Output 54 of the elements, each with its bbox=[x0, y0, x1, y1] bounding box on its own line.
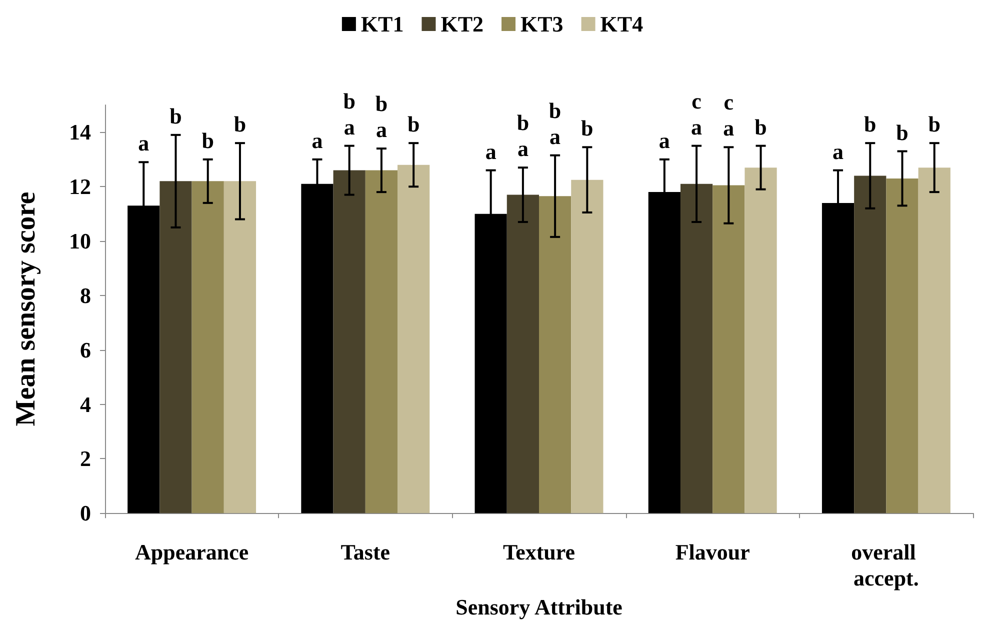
data-label: a bbox=[312, 128, 323, 153]
data-label: b bbox=[896, 120, 908, 145]
data-label: a bbox=[658, 128, 670, 153]
data-label: c a bbox=[691, 88, 702, 140]
data-label: a bbox=[485, 138, 496, 164]
bar bbox=[571, 180, 604, 514]
bar bbox=[744, 168, 777, 514]
y-tick-label: 8 bbox=[80, 282, 91, 308]
y-tick-label: 14 bbox=[69, 120, 91, 145]
data-label: a bbox=[832, 138, 844, 164]
bar bbox=[712, 185, 745, 514]
x-tick-label: Taste bbox=[340, 540, 390, 565]
bar bbox=[539, 196, 572, 514]
bar bbox=[680, 184, 713, 514]
x-tick-label: Appearance bbox=[134, 540, 249, 565]
data-label: b a bbox=[343, 88, 356, 140]
bar bbox=[918, 168, 950, 514]
y-tick-label: 4 bbox=[80, 392, 91, 417]
data-label: c a bbox=[723, 90, 734, 141]
data-label: b bbox=[754, 114, 767, 140]
data-label: b bbox=[407, 112, 420, 137]
x-tick-label: Texture bbox=[502, 540, 576, 565]
y-tick-label: 0 bbox=[80, 500, 91, 526]
legend-label: KT1 bbox=[360, 12, 404, 36]
y-axis-title: Mean sensory score bbox=[10, 192, 42, 426]
bar bbox=[398, 164, 430, 514]
y-tick-label: 12 bbox=[69, 174, 91, 200]
data-label: b bbox=[928, 112, 940, 137]
data-label: b bbox=[170, 103, 182, 128]
bar bbox=[192, 181, 224, 514]
bar bbox=[160, 181, 192, 514]
data-label: b bbox=[864, 112, 876, 137]
data-label: b a bbox=[516, 110, 530, 162]
bar bbox=[224, 181, 256, 514]
y-tick-label: 2 bbox=[80, 446, 91, 472]
bar bbox=[506, 194, 539, 514]
data-label: b bbox=[581, 116, 594, 141]
x-tick-label: Flavour bbox=[675, 540, 750, 565]
data-label: b a bbox=[548, 98, 562, 149]
x-tick-label: overall accept. bbox=[851, 540, 922, 591]
bar bbox=[365, 170, 398, 514]
y-tick-label: 6 bbox=[80, 337, 91, 362]
legend-label: KT3 bbox=[520, 12, 564, 36]
legend-label: KT4 bbox=[600, 12, 644, 36]
data-label: b bbox=[202, 128, 214, 153]
legend-label: KT2 bbox=[440, 12, 484, 36]
bar bbox=[886, 178, 918, 514]
x-axis-title: Sensory Attribute bbox=[456, 594, 623, 620]
y-tick-label: 10 bbox=[69, 228, 91, 254]
data-label: a bbox=[138, 130, 150, 156]
data-label: b bbox=[234, 112, 246, 137]
bar bbox=[854, 176, 886, 514]
bar bbox=[333, 170, 366, 514]
data-label: b a bbox=[375, 91, 388, 142]
